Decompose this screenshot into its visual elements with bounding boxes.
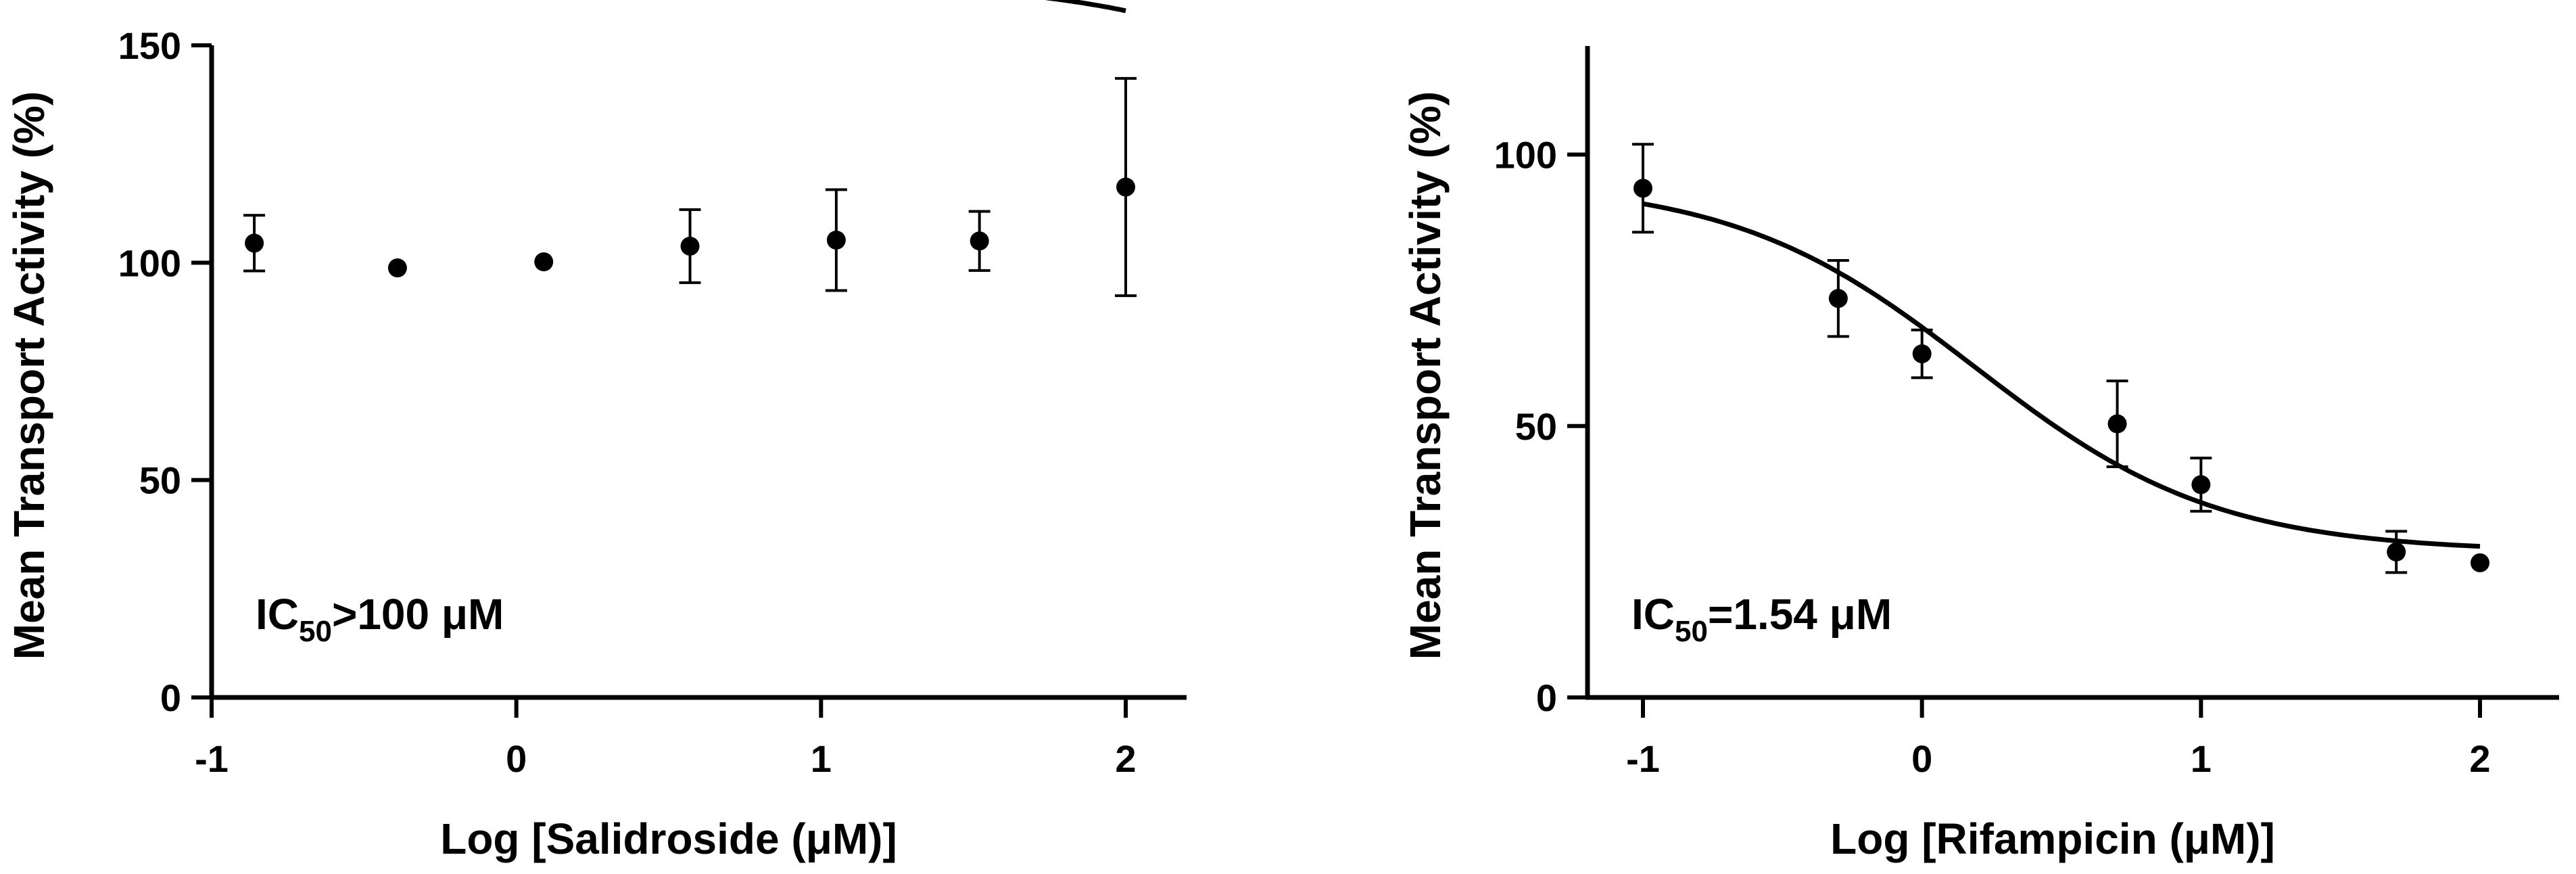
salidroside-x-axis-title: Log [Salidroside (μM)] — [440, 814, 897, 863]
rifampicin-data-point — [2191, 475, 2211, 495]
salidroside-data-points-layer — [245, 177, 1135, 278]
rifampicin-y-tick-label: 0 — [1536, 676, 1557, 719]
rifampicin-x-tick-label: 2 — [2469, 737, 2490, 780]
ic50-prefix: IC — [256, 590, 299, 639]
salidroside-data-point — [680, 236, 700, 256]
ic50-subscript: 50 — [1675, 615, 1708, 648]
salidroside-y-axis-title: Mean Transport Activity (%) — [5, 91, 53, 660]
salidroside-data-point — [1116, 177, 1135, 197]
salidroside-chart-panel: -1 0 1 2 0 50 100 150 Log [Salidroside (μM)] Me… — [5, 0, 1187, 863]
ic50-value: >100 μM — [332, 590, 504, 639]
rifampicin-y-axis-title: Mean Transport Activity (%) — [1401, 91, 1450, 660]
rifampicin-data-point — [2387, 542, 2406, 561]
rifampicin-data-point — [2471, 553, 2489, 572]
salidroside-axes-layer — [191, 43, 1187, 718]
rifampicin-ic50-annotation: IC50=1.54 μM — [1631, 590, 1892, 648]
salidroside-data-point — [970, 231, 989, 251]
rifampicin-fit-curve-layer — [1642, 201, 2481, 549]
salidroside-tick-labels-layer: -1 0 1 2 0 50 100 150 — [118, 24, 1137, 780]
salidroside-y-tick-label: 50 — [139, 459, 181, 502]
ic50-prefix: IC — [1631, 590, 1675, 639]
salidroside-ic50-annotation: IC50>100 μM — [256, 590, 504, 648]
rifampicin-y-tick-label: 100 — [1494, 134, 1557, 177]
salidroside-x-tick-label: -1 — [195, 737, 229, 780]
salidroside-y-tick-label: 150 — [118, 24, 181, 67]
rifampicin-y-tick-label: 50 — [1515, 405, 1557, 448]
rifampicin-x-tick-label: -1 — [1626, 737, 1660, 780]
salidroside-data-point — [534, 252, 554, 272]
rifampicin-axes-layer — [1567, 46, 2559, 718]
rifampicin-x-tick-label: 1 — [2191, 737, 2212, 780]
salidroside-y-tick-label: 0 — [160, 676, 181, 719]
salidroside-data-point — [826, 230, 846, 250]
salidroside-x-tick-label: 0 — [506, 737, 527, 780]
salidroside-data-point — [245, 233, 264, 253]
ic50-subscript: 50 — [299, 615, 332, 648]
salidroside-x-tick-label: 1 — [811, 737, 832, 780]
ic50-value: =1.54 μM — [1708, 590, 1892, 639]
salidroside-y-tick-label: 100 — [118, 242, 181, 284]
rifampicin-tick-labels-layer: -1 0 1 2 0 50 100 — [1494, 134, 2491, 781]
rifampicin-chart-panel: -1 0 1 2 0 50 100 Log [Rifampicin (μM)] Mean T… — [1401, 46, 2559, 863]
rifampicin-data-points-layer — [1633, 179, 2489, 572]
rifampicin-fit-curve — [1642, 201, 2481, 549]
rifampicin-data-point — [1828, 289, 1848, 308]
rifampicin-x-tick-label: 0 — [1911, 737, 1932, 780]
salidroside-x-tick-label: 2 — [1115, 737, 1136, 780]
salidroside-data-point — [387, 258, 407, 278]
rifampicin-data-point — [1633, 179, 1652, 198]
rifampicin-data-point — [1912, 344, 1932, 364]
rifampicin-x-axis-title: Log [Rifampicin (μM)] — [1830, 814, 2275, 863]
rifampicin-data-point — [2107, 414, 2127, 434]
